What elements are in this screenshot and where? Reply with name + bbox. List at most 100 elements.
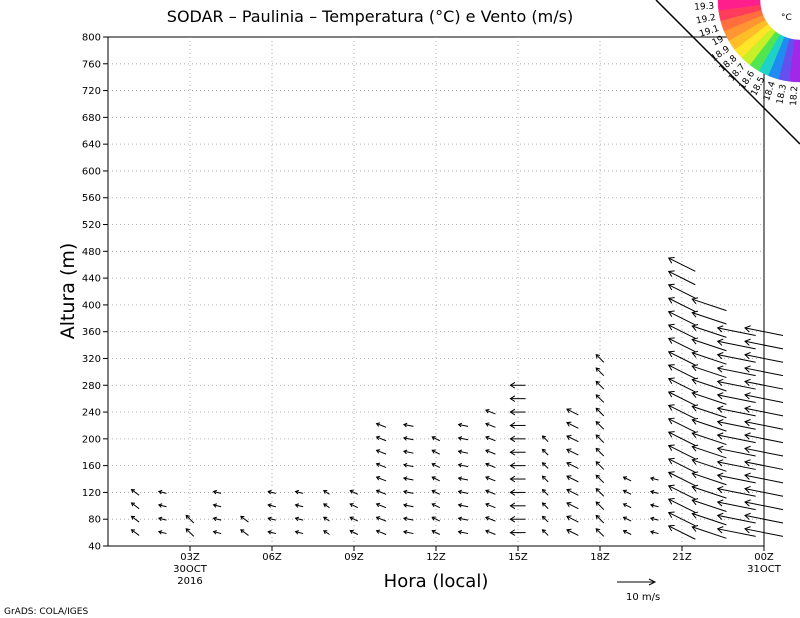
wind-vector [691,444,727,459]
wind-vector [509,381,526,389]
wind-vector [566,408,579,416]
wind-vector [691,457,727,472]
y-tick-label: 520 [82,220,101,231]
wind-vector [294,516,304,522]
wind-vector [403,449,414,455]
wind-vector [667,511,696,527]
wind-vector [716,445,756,457]
y-tick-label: 440 [82,274,101,285]
wind-vector [622,489,632,495]
wind-vector [566,448,579,456]
wind-vector [541,448,549,456]
wind-vector [716,526,756,537]
wind-vector [457,529,469,535]
colorbar-label: 18.3 [775,84,789,106]
wind-vector [349,489,359,495]
wind-vector [716,472,756,484]
wind-vector [622,476,632,482]
wind-vector [185,528,195,537]
y-tick-label: 400 [82,300,101,311]
wind-vector [595,474,605,484]
wind-vector [691,391,727,405]
wind-vector [157,489,167,495]
wind-vector [716,432,756,444]
wind-vector [566,475,579,483]
wind-vector [485,435,496,442]
wind-vector [375,435,387,442]
wind-vector [667,310,696,326]
x-tick-date: 31OCT [747,564,782,575]
wind-vector [566,461,579,469]
y-tick-label: 560 [82,193,101,204]
wind-vector [667,323,696,339]
wind-vector [485,516,496,522]
wind-vector [323,490,330,495]
y-tick-label: 760 [82,59,101,70]
wind-vector [431,436,441,442]
wind-vector [130,529,140,536]
wind-vector [485,475,496,482]
wind-vector [649,530,659,535]
wind-vector [691,417,727,432]
wind-vector [622,516,632,522]
wind-vector [691,310,727,325]
y-tick-label: 640 [82,140,101,151]
wind-vector [691,431,727,446]
wind-vector [744,485,784,497]
wind-vector [240,515,249,523]
wind-vector [744,472,784,484]
wind-vector [595,394,605,403]
wind-vector [485,422,496,428]
wind-vector [403,476,414,481]
wind-vector [157,516,167,522]
wind-vector [716,512,756,524]
wind-vector [667,283,696,299]
wind-vector [691,484,727,499]
wind-vector [375,475,387,482]
y-tick-label: 800 [82,33,101,44]
wind-vector [541,502,549,510]
wind-vector [744,432,784,444]
grads-credit: GrADS: COLA/IGES [4,607,88,617]
wind-vector [595,354,605,363]
wind-vector [691,511,727,526]
y-tick-label: 680 [82,113,101,124]
y-axis-title: Altura (m) [57,243,79,340]
y-axis: 40 80 120 160 200 240 280 320 360 400 440 480 520 560… [82,33,108,553]
wind-vectors [130,256,784,540]
colorbar-label: 19 [711,34,726,48]
wind-vector [323,516,330,522]
wind-vector [691,350,727,365]
wind-vector [541,529,549,536]
wind-vector [667,364,696,379]
wind-vector [691,297,727,312]
wind-vector [457,436,469,441]
wind-vector [716,419,756,430]
wind-vector [212,503,222,508]
wind-vector [294,489,304,495]
wind-vector [457,449,469,455]
wind-vector [375,449,387,455]
wind-vector [744,419,784,430]
y-tick-label: 720 [82,86,101,97]
y-tick-label: 600 [82,166,101,177]
wind-vector [294,530,304,535]
colorbar-label: 19.2 [695,13,717,27]
wind-vector [744,325,784,336]
wind-vector [667,444,696,460]
wind-vector [431,503,441,509]
x-tick-label: 09Z [344,552,364,563]
wind-vector [622,529,632,535]
wind-vector [744,445,784,457]
wind-vector [431,529,441,535]
wind-vector [509,502,526,510]
wind-vector [349,516,359,522]
wind-vector [595,447,605,457]
wind-vector [667,498,696,513]
wind-vector [485,449,496,455]
wind-vector [667,350,696,366]
wind-vector [566,488,579,496]
y-tick-label: 320 [82,354,101,365]
wind-vector [595,461,605,470]
